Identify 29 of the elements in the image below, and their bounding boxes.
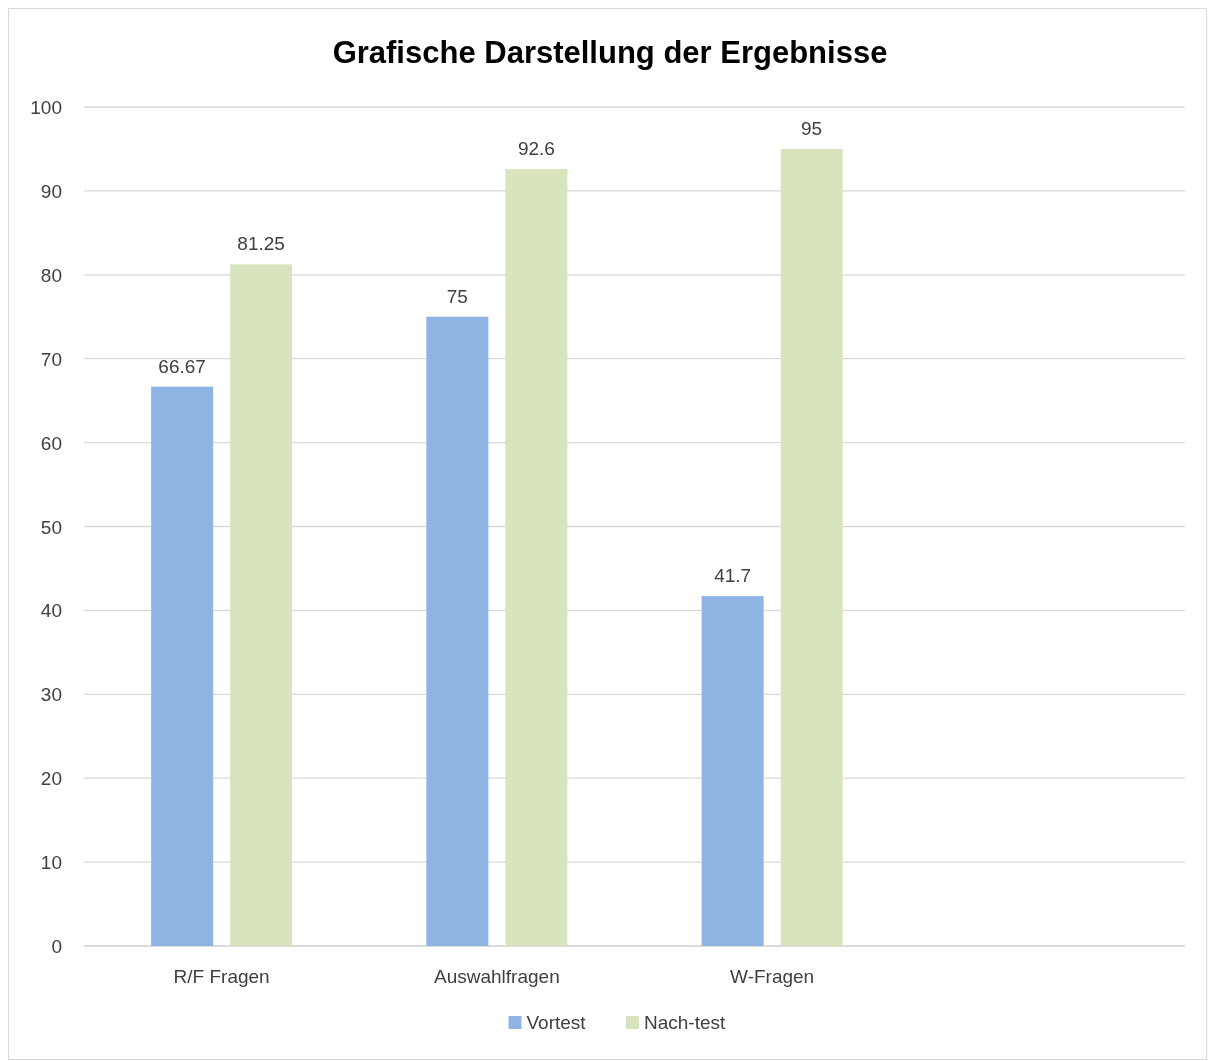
data-label: 81.25 [237, 233, 285, 255]
legend-label: Vortest [526, 1012, 587, 1033]
x-tick-label: R/F Fragen [173, 966, 270, 987]
bar [426, 316, 489, 946]
data-label: 95 [801, 117, 823, 139]
data-label: 75 [446, 285, 468, 307]
y-tick-label: 90 [40, 180, 62, 202]
y-tick-label: 0 [51, 936, 62, 957]
data-label: 41.7 [714, 565, 752, 587]
data-label: 66.67 [158, 355, 206, 377]
bar [151, 386, 214, 946]
bar [505, 169, 568, 946]
y-tick-label: 70 [40, 348, 62, 370]
x-tick-label: W-Fragen [730, 966, 815, 987]
y-tick-label: 30 [40, 684, 62, 706]
y-tick-label: 60 [40, 432, 62, 454]
y-tick-label: 10 [40, 852, 62, 874]
bar [230, 264, 293, 946]
y-tick-label: 40 [40, 600, 62, 622]
y-tick-label: 80 [40, 264, 62, 286]
y-tick-label: 100 [30, 97, 62, 118]
x-tick-label: Auswahlfragen [434, 966, 560, 987]
bar [701, 596, 764, 946]
legend-label: Nach-test [644, 1012, 727, 1033]
chart-title: Grafische Darstellung der Ergebnisse [332, 35, 888, 70]
bar [780, 148, 843, 946]
y-tick-label: 20 [40, 768, 62, 790]
data-label: 92.6 [517, 138, 555, 160]
y-tick-label: 50 [40, 516, 62, 538]
